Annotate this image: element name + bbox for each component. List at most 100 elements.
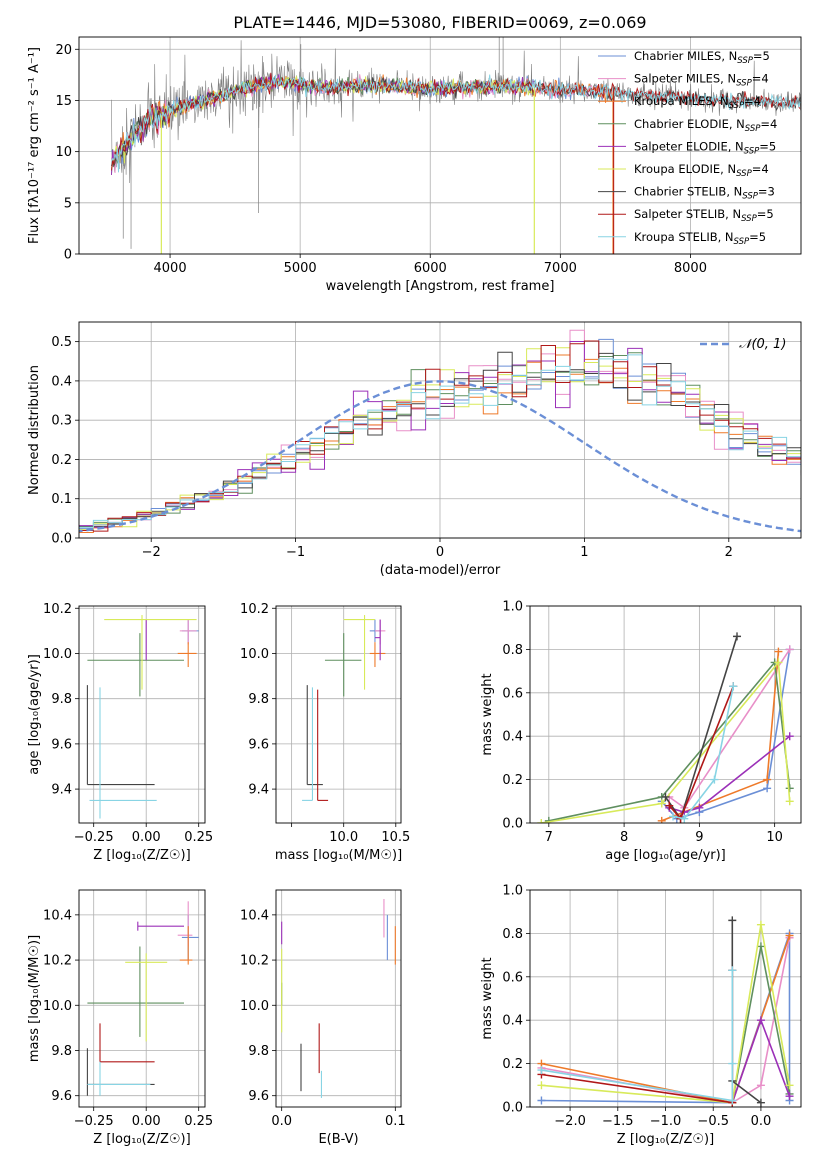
ticks: −0.25 0.00 0.25 9.4 9.6 9.8 10.0 10.2 <box>43 602 213 845</box>
x-tick-label: 10 <box>766 830 783 845</box>
axes-frame <box>78 605 206 824</box>
series-kroupa-stelib <box>669 682 738 823</box>
y-tick-label: 0.2 <box>502 773 523 788</box>
grid <box>276 606 401 823</box>
ticks: −0.25 0.00 0.25 9.6 9.8 10.0 10.2 10.4 <box>43 908 213 1129</box>
y-tick-label: 9.4 <box>51 783 72 798</box>
errorbar-chabrier-elodie <box>87 633 184 697</box>
x-tick-label: −0.25 <box>74 1114 114 1129</box>
y-tick-label: 9.4 <box>248 783 269 798</box>
series-marker <box>665 801 674 810</box>
y-tick-label: 15 <box>55 94 72 109</box>
series-marker <box>756 920 765 929</box>
x-tick-label: 0.0 <box>751 1114 772 1129</box>
series-marker <box>661 792 670 801</box>
x-axis-label: (data-model)/error <box>380 563 501 578</box>
x-tick-label: −0.5 <box>697 1114 729 1129</box>
series-marker <box>785 1081 794 1090</box>
y-tick-label: 10 <box>55 145 72 160</box>
chart-title: PLATE=1446, MJD=53080, FIBERID=0069, z=0… <box>233 13 646 32</box>
y-tick-label: 5 <box>64 196 72 211</box>
panel-weight-vs-Z: −2.0 −1.5 −1.0 −0.5 0.0 0.0 0.2 0.4 0.6 0.8 1.0 Z [… <box>480 884 802 1147</box>
x-axis-label: Z [log₁₀(Z/Z☉)] <box>93 1132 190 1147</box>
series-marker <box>537 1066 546 1075</box>
legend-label: Chabrier MILES, N <box>634 49 737 63</box>
panel-residuals: −2 −1 0 1 2 0.0 0.1 0.2 0.3 0.4 0.5 (data-model)/er… <box>27 321 802 578</box>
x-tick-label: 8 <box>620 830 628 845</box>
y-tick-label: 0.0 <box>51 532 72 547</box>
y-tick-label: 0.4 <box>51 374 72 389</box>
y-tick-label: 0.0 <box>502 817 523 832</box>
series-marker <box>537 1096 546 1105</box>
x-axis-label: age [log₁₀(age/yr)] <box>605 848 726 863</box>
series-kroupa-stelib <box>537 966 737 1105</box>
series-marker <box>728 1096 737 1105</box>
model-kroupa-stelib <box>111 74 801 173</box>
legend-sub: SSP <box>742 192 758 202</box>
errorbar-chabrier-elodie <box>324 633 362 697</box>
legend-entry: Chabrier STELIB, NSSP=3 <box>634 185 775 202</box>
series-marker <box>785 732 794 741</box>
plot-area <box>111 37 801 254</box>
legend-tail: =4 <box>752 162 769 176</box>
series-marker <box>695 803 704 812</box>
series-marker <box>774 658 783 667</box>
x-tick-label: 5000 <box>284 261 317 276</box>
y-axis-label: Flux [fλ10⁻¹⁷ erg cm⁻² s⁻¹ A⁻¹] <box>27 47 42 244</box>
legend-label: Chabrier ELODIE, N <box>634 117 745 131</box>
gaussian-curve <box>79 380 801 533</box>
ticks: −2 −1 0 1 2 0.0 0.1 0.2 0.3 0.4 0.5 <box>51 335 733 560</box>
errorbar-chabrier-miles <box>181 914 199 961</box>
series-marker <box>537 819 546 823</box>
panel-mass-vs-Z: −0.25 0.00 0.25 9.6 9.8 10.0 10.2 10.4 Z [log₁₀(… <box>27 889 213 1147</box>
errorbar-kroupa-elodie <box>343 615 375 690</box>
legend-entry: Salpeter STELIB, NSSP=5 <box>634 207 774 224</box>
legend-entry: Chabrier ELODIE, NSSP=4 <box>634 117 777 134</box>
errorbar-kroupa-stelib <box>87 1061 151 1096</box>
legend-label: Kroupa STELIB, N <box>634 230 734 244</box>
legend-label: Chabrier STELIB, N <box>634 185 742 199</box>
histogram-salpeter-elodie <box>79 341 801 531</box>
y-tick-label: 10.4 <box>240 908 269 923</box>
x-tick-label: 4000 <box>154 261 187 276</box>
axes-frame <box>529 605 802 824</box>
y-tick-label: 1.0 <box>502 884 523 899</box>
panel-age-vs-Z: −0.25 0.00 0.25 9.4 9.6 9.8 10.0 10.2 Z [log₁₀(Z… <box>27 602 213 863</box>
x-tick-label: 0.1 <box>385 1114 406 1129</box>
y-tick-label: 9.6 <box>51 737 72 752</box>
legend-label: Kroupa ELODIE, N <box>634 162 736 176</box>
series-marker <box>728 1059 737 1068</box>
histogram-salpeter-stelib <box>79 340 801 532</box>
y-tick-label: 0 <box>64 248 72 263</box>
y-axis-label: age [log₁₀(age/yr)] <box>27 654 42 775</box>
legend-entry: Salpeter MILES, NSSP=4 <box>634 72 769 89</box>
y-tick-label: 0.0 <box>502 1101 523 1116</box>
y-tick-label: 0.6 <box>502 970 523 985</box>
errorbar-chabrier-stelib <box>306 685 323 786</box>
legend-tail: =4 <box>744 94 761 108</box>
legend-sub: SSP <box>736 169 752 179</box>
y-tick-label: 0.5 <box>51 335 72 350</box>
legend-label: Salpeter ELODIE, N <box>634 139 744 153</box>
x-tick-label: 2 <box>725 545 733 560</box>
errorbar-salpeter-miles <box>179 619 197 645</box>
series-marker <box>710 775 719 784</box>
series-kroupa-elodie <box>537 658 794 823</box>
errorbar-kroupa-elodie <box>125 953 168 1042</box>
errorbar-chabrier-stelib <box>86 1048 155 1096</box>
x-tick-label: −0.25 <box>74 830 114 845</box>
errorbar-chabrier-stelib <box>86 685 155 786</box>
panel-weight-vs-age: 7 8 9 10 0.0 0.2 0.4 0.6 0.8 1.0 age [log₁₀(age/yr… <box>480 600 802 863</box>
y-tick-label: 9.6 <box>248 737 269 752</box>
series-marker <box>785 1092 794 1101</box>
y-axis-label: mass weight <box>480 673 495 755</box>
series-marker <box>680 814 689 823</box>
histogram-chabrier-stelib <box>79 351 801 531</box>
y-tick-label: 1.0 <box>502 600 523 615</box>
legend-entry: Kroupa STELIB, NSSP=5 <box>634 230 766 247</box>
x-tick-label: 0.0 <box>271 1114 292 1129</box>
y-tick-label: 9.8 <box>248 1044 269 1059</box>
series-marker <box>669 812 678 821</box>
grid <box>276 890 401 1107</box>
